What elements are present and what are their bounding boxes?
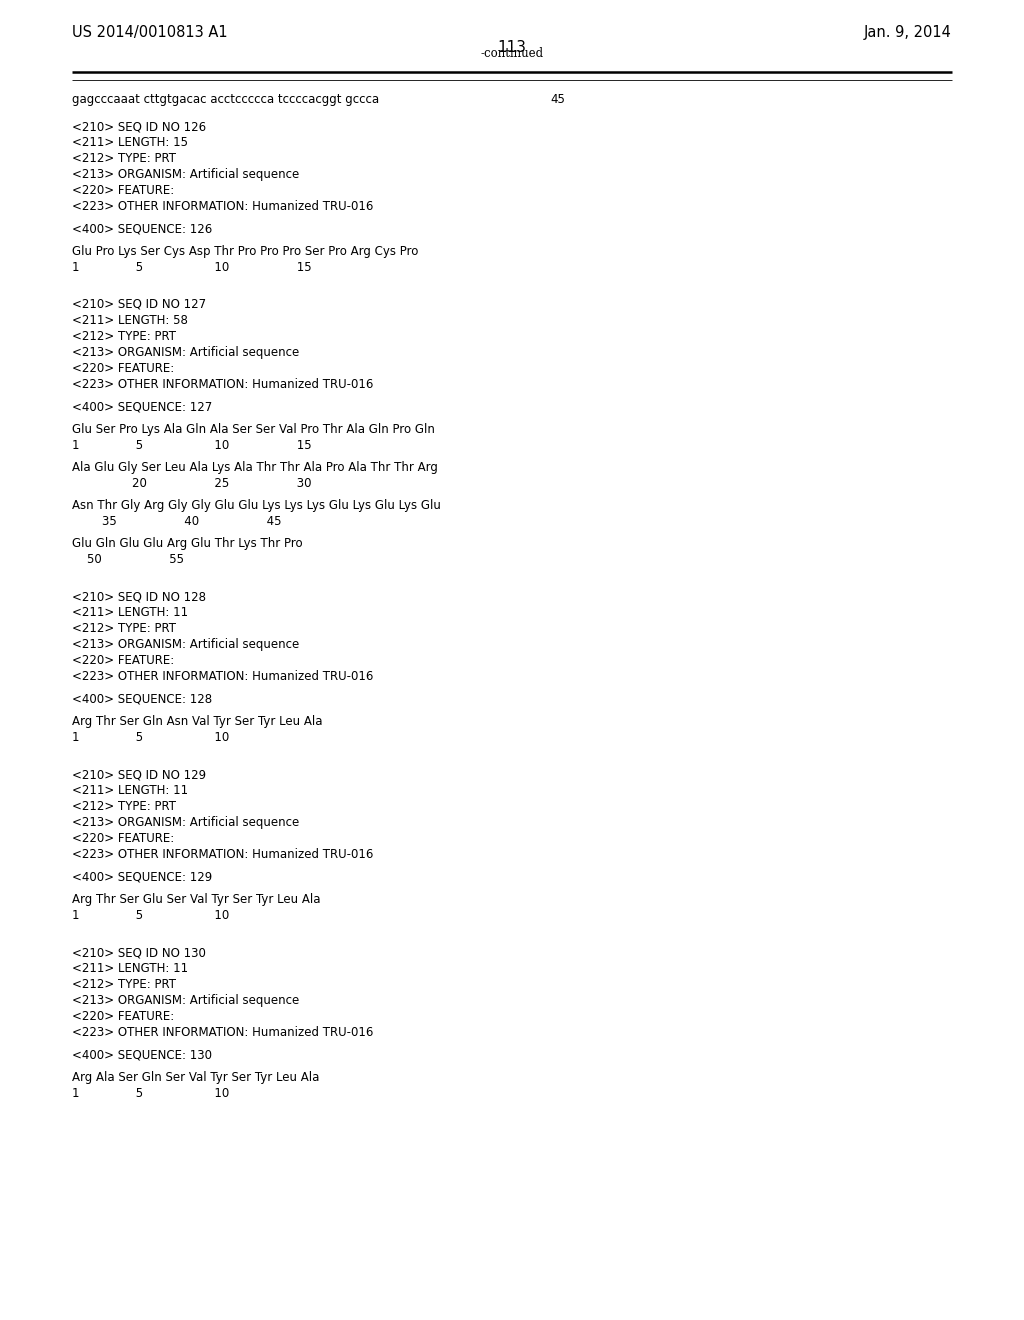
Text: 20                  25                  30: 20 25 30 — [72, 477, 311, 490]
Text: <213> ORGANISM: Artificial sequence: <213> ORGANISM: Artificial sequence — [72, 638, 299, 651]
Text: 1               5                   10: 1 5 10 — [72, 1086, 229, 1100]
Text: <223> OTHER INFORMATION: Humanized TRU-016: <223> OTHER INFORMATION: Humanized TRU-0… — [72, 847, 374, 861]
Text: <220> FEATURE:: <220> FEATURE: — [72, 1010, 174, 1023]
Text: <211> LENGTH: 58: <211> LENGTH: 58 — [72, 314, 187, 327]
Text: <220> FEATURE:: <220> FEATURE: — [72, 832, 174, 845]
Text: <400> SEQUENCE: 126: <400> SEQUENCE: 126 — [72, 222, 212, 235]
Text: Asn Thr Gly Arg Gly Gly Glu Glu Lys Lys Lys Glu Lys Glu Lys Glu: Asn Thr Gly Arg Gly Gly Glu Glu Lys Lys … — [72, 499, 441, 512]
Text: <211> LENGTH: 11: <211> LENGTH: 11 — [72, 784, 188, 797]
Text: Arg Thr Ser Glu Ser Val Tyr Ser Tyr Leu Ala: Arg Thr Ser Glu Ser Val Tyr Ser Tyr Leu … — [72, 894, 321, 906]
Text: <211> LENGTH: 11: <211> LENGTH: 11 — [72, 962, 188, 975]
Text: <213> ORGANISM: Artificial sequence: <213> ORGANISM: Artificial sequence — [72, 346, 299, 359]
Text: <211> LENGTH: 11: <211> LENGTH: 11 — [72, 606, 188, 619]
Text: <220> FEATURE:: <220> FEATURE: — [72, 653, 174, 667]
Text: -continued: -continued — [480, 48, 544, 59]
Text: Ala Glu Gly Ser Leu Ala Lys Ala Thr Thr Ala Pro Ala Thr Thr Arg: Ala Glu Gly Ser Leu Ala Lys Ala Thr Thr … — [72, 461, 438, 474]
Text: gagcccaaat cttgtgacac acctccccca tccccacggt gccca: gagcccaaat cttgtgacac acctccccca tccccac… — [72, 92, 379, 106]
Text: 35                  40                  45: 35 40 45 — [72, 515, 282, 528]
Text: <220> FEATURE:: <220> FEATURE: — [72, 362, 174, 375]
Text: <400> SEQUENCE: 130: <400> SEQUENCE: 130 — [72, 1048, 212, 1061]
Text: <223> OTHER INFORMATION: Humanized TRU-016: <223> OTHER INFORMATION: Humanized TRU-0… — [72, 201, 374, 213]
Text: <212> TYPE: PRT: <212> TYPE: PRT — [72, 978, 176, 991]
Text: <210> SEQ ID NO 128: <210> SEQ ID NO 128 — [72, 590, 206, 603]
Text: <210> SEQ ID NO 130: <210> SEQ ID NO 130 — [72, 946, 206, 960]
Text: 1               5                   10                  15: 1 5 10 15 — [72, 440, 311, 451]
Text: <212> TYPE: PRT: <212> TYPE: PRT — [72, 800, 176, 813]
Text: Glu Gln Glu Glu Arg Glu Thr Lys Thr Pro: Glu Gln Glu Glu Arg Glu Thr Lys Thr Pro — [72, 537, 303, 550]
Text: <400> SEQUENCE: 128: <400> SEQUENCE: 128 — [72, 692, 212, 705]
Text: <210> SEQ ID NO 127: <210> SEQ ID NO 127 — [72, 298, 206, 312]
Text: Arg Ala Ser Gln Ser Val Tyr Ser Tyr Leu Ala: Arg Ala Ser Gln Ser Val Tyr Ser Tyr Leu … — [72, 1071, 319, 1084]
Text: <210> SEQ ID NO 129: <210> SEQ ID NO 129 — [72, 768, 206, 781]
Text: <223> OTHER INFORMATION: Humanized TRU-016: <223> OTHER INFORMATION: Humanized TRU-0… — [72, 1026, 374, 1039]
Text: <220> FEATURE:: <220> FEATURE: — [72, 183, 174, 197]
Text: <223> OTHER INFORMATION: Humanized TRU-016: <223> OTHER INFORMATION: Humanized TRU-0… — [72, 671, 374, 682]
Text: 113: 113 — [498, 40, 526, 55]
Text: Glu Ser Pro Lys Ala Gln Ala Ser Ser Val Pro Thr Ala Gln Pro Gln: Glu Ser Pro Lys Ala Gln Ala Ser Ser Val … — [72, 422, 435, 436]
Text: 1               5                   10: 1 5 10 — [72, 731, 229, 744]
Text: 1               5                   10: 1 5 10 — [72, 909, 229, 921]
Text: <400> SEQUENCE: 127: <400> SEQUENCE: 127 — [72, 400, 212, 413]
Text: <213> ORGANISM: Artificial sequence: <213> ORGANISM: Artificial sequence — [72, 994, 299, 1007]
Text: Jan. 9, 2014: Jan. 9, 2014 — [864, 25, 952, 40]
Text: 50                  55: 50 55 — [72, 553, 184, 566]
Text: 45: 45 — [550, 92, 565, 106]
Text: <223> OTHER INFORMATION: Humanized TRU-016: <223> OTHER INFORMATION: Humanized TRU-0… — [72, 378, 374, 391]
Text: <212> TYPE: PRT: <212> TYPE: PRT — [72, 330, 176, 343]
Text: 1               5                   10                  15: 1 5 10 15 — [72, 261, 311, 275]
Text: US 2014/0010813 A1: US 2014/0010813 A1 — [72, 25, 227, 40]
Text: <212> TYPE: PRT: <212> TYPE: PRT — [72, 622, 176, 635]
Text: <213> ORGANISM: Artificial sequence: <213> ORGANISM: Artificial sequence — [72, 168, 299, 181]
Text: <210> SEQ ID NO 126: <210> SEQ ID NO 126 — [72, 120, 206, 133]
Text: Glu Pro Lys Ser Cys Asp Thr Pro Pro Pro Ser Pro Arg Cys Pro: Glu Pro Lys Ser Cys Asp Thr Pro Pro Pro … — [72, 246, 419, 257]
Text: <212> TYPE: PRT: <212> TYPE: PRT — [72, 152, 176, 165]
Text: <211> LENGTH: 15: <211> LENGTH: 15 — [72, 136, 188, 149]
Text: <213> ORGANISM: Artificial sequence: <213> ORGANISM: Artificial sequence — [72, 816, 299, 829]
Text: <400> SEQUENCE: 129: <400> SEQUENCE: 129 — [72, 870, 212, 883]
Text: Arg Thr Ser Gln Asn Val Tyr Ser Tyr Leu Ala: Arg Thr Ser Gln Asn Val Tyr Ser Tyr Leu … — [72, 715, 323, 729]
